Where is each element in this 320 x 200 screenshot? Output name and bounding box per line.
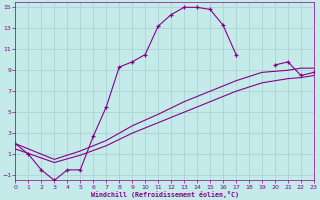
X-axis label: Windchill (Refroidissement éolien,°C): Windchill (Refroidissement éolien,°C) [91, 191, 239, 198]
